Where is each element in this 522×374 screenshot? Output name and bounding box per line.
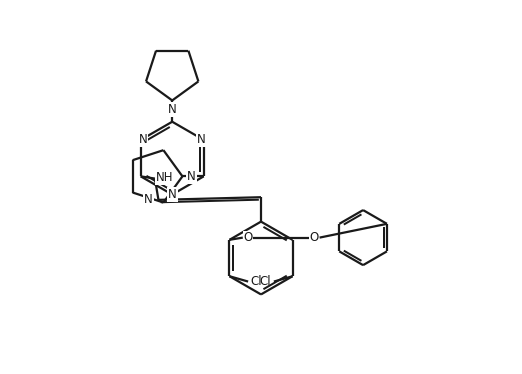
Text: O: O	[243, 231, 253, 244]
Text: O: O	[310, 231, 319, 244]
Text: N: N	[168, 188, 176, 201]
Text: N: N	[138, 134, 147, 147]
Text: NH: NH	[156, 171, 173, 184]
Text: N: N	[144, 193, 153, 206]
Text: Cl: Cl	[251, 275, 263, 288]
Text: N: N	[168, 103, 176, 116]
Text: Cl: Cl	[259, 275, 271, 288]
Text: N: N	[187, 170, 196, 183]
Text: N: N	[197, 134, 206, 147]
